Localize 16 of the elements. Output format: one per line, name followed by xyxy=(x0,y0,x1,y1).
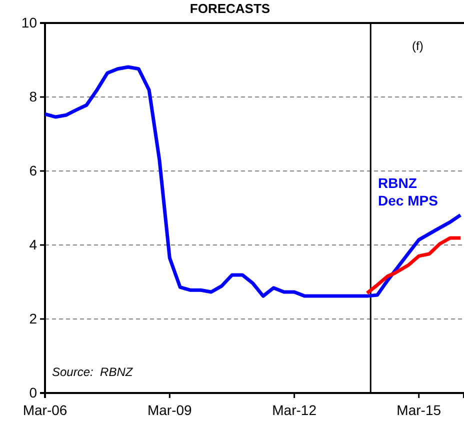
line-series xyxy=(365,236,462,295)
y-tick-label: 6 xyxy=(29,162,38,178)
x-tick-label: Mar-09 xyxy=(147,402,192,418)
y-tick-label: 2 xyxy=(29,310,38,326)
chart-title: FORECASTS xyxy=(190,1,270,16)
x-tick-label: Mar-15 xyxy=(396,402,442,418)
x-tick-label: Mar-12 xyxy=(272,402,317,418)
series-label: RBNZ Dec MPS xyxy=(378,175,438,208)
x-tick-label: Mar-06 xyxy=(22,402,68,418)
line-series xyxy=(43,65,462,298)
y-tick-label: 10 xyxy=(21,14,38,30)
y-tick-label: 4 xyxy=(29,236,38,252)
y-tick-label: 8 xyxy=(29,88,38,104)
annotation: (f) xyxy=(412,39,424,53)
annotation: Source: RBNZ xyxy=(52,365,134,379)
y-tick-label: 0 xyxy=(29,384,38,400)
